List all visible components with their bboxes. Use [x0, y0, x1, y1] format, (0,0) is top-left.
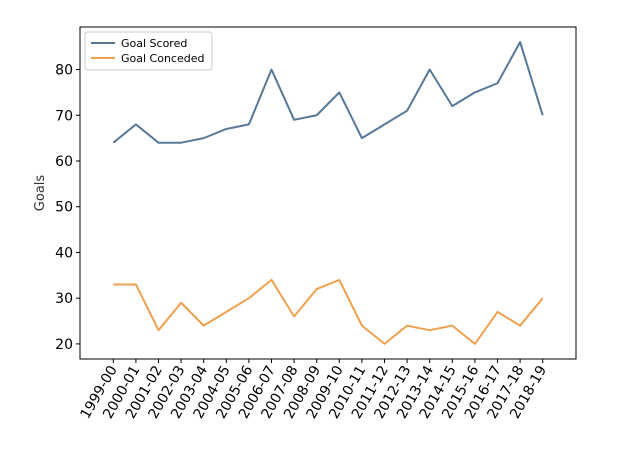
legend-label-1: Goal Scored: [121, 37, 187, 50]
y-tick-label: 20: [55, 337, 73, 353]
y-tick-label: 30: [55, 291, 73, 307]
y-tick-label: 70: [55, 108, 73, 124]
series-line-1: [112, 41, 544, 144]
y-tick-label: 50: [55, 200, 73, 216]
y-tick-label: 40: [55, 245, 73, 261]
legend-box: [84, 31, 213, 71]
legend-label-2: Goal Conceded: [121, 52, 204, 65]
legend: Goal Scored Goal Conceded: [84, 31, 213, 71]
series-layer: [112, 41, 544, 345]
series-line-2: [113, 278, 544, 345]
y-axis-title: Goals: [33, 175, 48, 212]
plot-frame: [79, 26, 577, 360]
y-tick-label: 60: [55, 154, 73, 170]
y-tick-label: 80: [55, 63, 73, 79]
plot-area: [79, 26, 577, 360]
